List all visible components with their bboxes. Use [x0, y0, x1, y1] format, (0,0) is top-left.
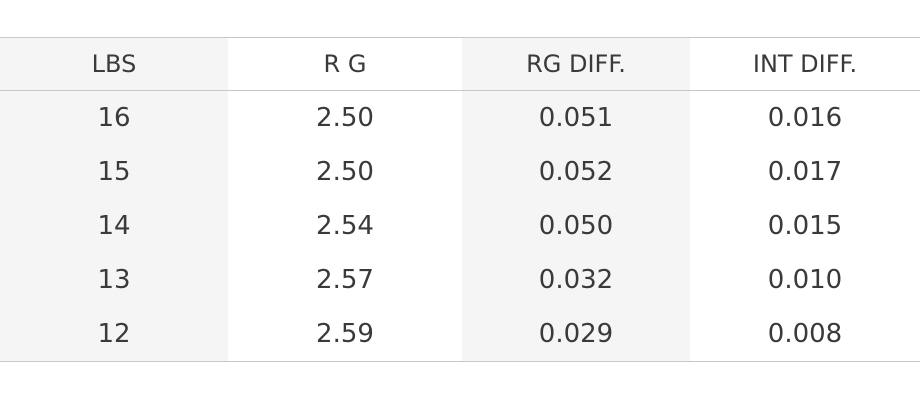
- table-cell: 14: [0, 199, 228, 253]
- table-cell: 0.017: [767, 157, 843, 187]
- table-cell: 0.032: [462, 253, 690, 307]
- table-cell: 2.50: [316, 103, 374, 133]
- table-cell: 0.051: [462, 90, 690, 145]
- table-row: 16 2.50 0.051 0.016: [0, 90, 920, 145]
- table-row: 15 2.50 0.052 0.017: [0, 145, 920, 199]
- header-cell: RG DIFF.: [462, 37, 690, 91]
- table-cell: 2.59: [316, 319, 374, 349]
- header-cell: LBS: [0, 37, 228, 91]
- table-row: 14 2.54 0.050 0.015: [0, 199, 920, 253]
- table-cell: 2.54: [316, 211, 374, 241]
- table-container: LBS R G RG DIFF. INT DIFF. 16 2.50 0.051 0.016…: [0, 37, 920, 362]
- table-cell: 15: [0, 145, 228, 199]
- table-cell: 0.016: [767, 103, 843, 133]
- table-cell: 0.052: [462, 145, 690, 199]
- table-cell: 0.010: [767, 265, 843, 295]
- table-cell: 0.050: [462, 199, 690, 253]
- table-row: 13 2.57 0.032 0.010: [0, 253, 920, 307]
- table-cell: 16: [0, 90, 228, 145]
- table-cell: 0.015: [767, 211, 843, 241]
- table-cell: 13: [0, 253, 228, 307]
- table-row: 12 2.59 0.029 0.008: [0, 307, 920, 362]
- table-cell: 12: [0, 307, 228, 362]
- header-cell: R G: [228, 37, 462, 91]
- table-cell: 0.008: [767, 319, 843, 349]
- table-cell: 0.029: [462, 307, 690, 362]
- table-cell: 2.57: [316, 265, 374, 295]
- header-row: LBS R G RG DIFF. INT DIFF.: [0, 37, 920, 91]
- header-cell: INT DIFF.: [690, 37, 920, 91]
- data-table: LBS R G RG DIFF. INT DIFF. 16 2.50 0.051 0.016…: [0, 37, 920, 362]
- table-cell: 2.50: [316, 157, 374, 187]
- table-body: 16 2.50 0.051 0.016 15 2.50 0.052 0.017 14 2.54 0.…: [0, 90, 920, 362]
